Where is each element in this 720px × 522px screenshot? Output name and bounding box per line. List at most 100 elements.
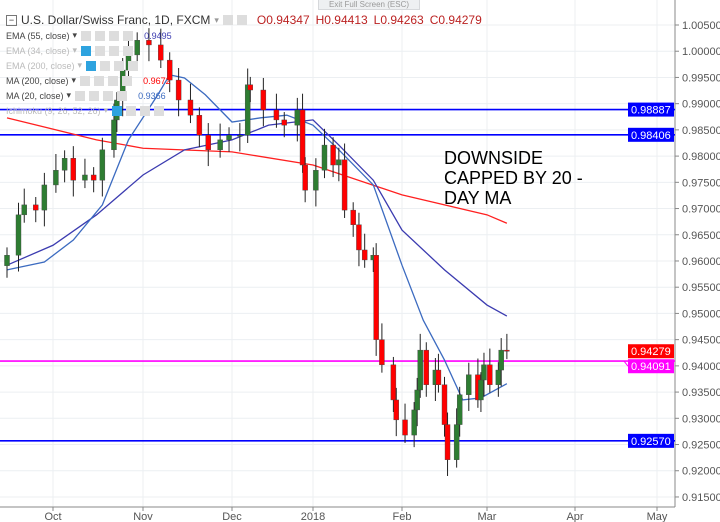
chevron-down-icon[interactable]: ▾ <box>77 60 83 70</box>
indicator-row[interactable]: MA (200, close) ▾ 0.9672 <box>6 73 488 88</box>
candle[interactable] <box>90 174 97 181</box>
indicator-label[interactable]: MA (200, close) <box>6 75 69 86</box>
candle[interactable] <box>393 399 399 421</box>
candle[interactable] <box>82 174 88 181</box>
plus-icon[interactable] <box>109 30 120 41</box>
candle[interactable] <box>504 349 510 352</box>
chevron-down-icon[interactable]: ▾ <box>214 14 219 25</box>
candle[interactable] <box>313 170 319 191</box>
gear-icon[interactable] <box>89 90 100 101</box>
indicator-row[interactable]: MA (20, close) ▾ 0.9366 <box>6 88 488 103</box>
candle[interactable] <box>61 157 68 171</box>
indicator-row[interactable]: EMA (34, close) ▾ <box>6 43 488 58</box>
plus-icon[interactable] <box>103 90 114 101</box>
candle[interactable] <box>453 424 460 460</box>
plus-icon[interactable] <box>109 45 120 56</box>
indicator-row[interactable]: EMA (55, close) ▾ 0.9495 <box>6 28 488 43</box>
candle[interactable] <box>487 364 493 385</box>
candle[interactable] <box>373 255 379 340</box>
candle[interactable] <box>166 59 173 81</box>
candle[interactable] <box>336 159 342 166</box>
chevron-down-icon[interactable]: ▾ <box>71 75 77 85</box>
candle[interactable] <box>226 134 232 141</box>
candle[interactable] <box>70 157 77 181</box>
candle[interactable] <box>361 249 368 261</box>
close-icon[interactable] <box>117 90 128 101</box>
candle[interactable] <box>99 149 106 181</box>
chevron-down-icon[interactable]: ▾ <box>66 90 72 100</box>
chevron-down-icon[interactable]: ▾ <box>103 105 109 115</box>
candle[interactable] <box>4 255 10 266</box>
candle[interactable] <box>33 204 39 211</box>
candle[interactable] <box>481 364 487 381</box>
candle[interactable] <box>456 394 463 425</box>
candle[interactable] <box>302 164 308 191</box>
candle[interactable] <box>15 214 22 256</box>
eye-icon[interactable] <box>86 60 97 71</box>
plus-icon[interactable] <box>140 105 151 116</box>
candle[interactable] <box>466 374 472 395</box>
plus-icon[interactable] <box>114 60 125 71</box>
chevron-down-icon[interactable]: ▾ <box>72 45 78 55</box>
candle[interactable] <box>417 349 423 391</box>
eye-icon[interactable] <box>222 15 233 25</box>
candle[interactable] <box>281 119 287 126</box>
close-icon[interactable] <box>128 60 139 71</box>
candle[interactable] <box>187 99 194 116</box>
close-icon[interactable] <box>122 75 133 86</box>
candle[interactable] <box>495 369 502 385</box>
eye-icon[interactable] <box>75 90 86 101</box>
candle[interactable] <box>423 349 429 385</box>
indicator-row[interactable]: Ichimoku (9, 26, 52, 26) ▾ <box>6 103 488 118</box>
candle[interactable] <box>237 134 243 137</box>
candle[interactable] <box>273 109 280 121</box>
gear-icon[interactable] <box>126 105 137 116</box>
candle[interactable] <box>111 119 117 151</box>
chevron-down-icon[interactable]: ▾ <box>72 30 78 40</box>
candle[interactable] <box>350 209 356 225</box>
gear-icon[interactable] <box>95 30 106 41</box>
candle[interactable] <box>53 170 59 186</box>
eye-icon[interactable] <box>80 75 91 86</box>
chart-annotation[interactable]: DOWNSIDE CAPPED BY 20 - DAY MA <box>444 148 583 208</box>
eye-icon[interactable] <box>81 30 92 41</box>
close-icon[interactable] <box>123 45 134 56</box>
candle[interactable] <box>402 419 408 436</box>
candle[interactable] <box>41 184 48 211</box>
candle[interactable] <box>158 44 164 61</box>
candle[interactable] <box>435 369 442 385</box>
candle[interactable] <box>205 134 211 151</box>
candle[interactable] <box>330 144 336 166</box>
candle[interactable] <box>379 339 385 366</box>
candle[interactable] <box>444 424 451 460</box>
indicator-label[interactable]: MA (20, close) <box>6 90 64 101</box>
exit-fullscreen-button[interactable]: Exit Full Screen (ESC) <box>318 0 420 10</box>
candle[interactable] <box>390 364 397 401</box>
candle[interactable] <box>414 389 420 411</box>
eye-icon[interactable] <box>81 45 92 56</box>
indicator-label[interactable]: EMA (55, close) <box>6 30 70 41</box>
candle[interactable] <box>294 109 301 126</box>
candle[interactable] <box>341 159 348 211</box>
plus-icon[interactable] <box>108 75 119 86</box>
candle[interactable] <box>175 79 182 101</box>
candle[interactable] <box>146 40 152 46</box>
candle[interactable] <box>411 409 417 436</box>
candle[interactable] <box>441 384 448 425</box>
indicator-label[interactable]: EMA (200, close) <box>6 60 75 71</box>
candle[interactable] <box>356 224 362 251</box>
close-icon[interactable] <box>123 30 134 41</box>
symbol-title[interactable]: U.S. Dollar/Swiss Franc, 1D, FXCM <box>21 13 211 27</box>
gear-icon[interactable] <box>94 75 105 86</box>
indicator-label[interactable]: EMA (34, close) <box>6 45 70 56</box>
gear-icon[interactable] <box>236 15 247 25</box>
candle[interactable] <box>321 144 328 171</box>
collapse-icon[interactable]: − <box>6 14 17 26</box>
candle[interactable] <box>260 89 267 111</box>
candle[interactable] <box>21 204 27 216</box>
candle[interactable] <box>299 109 306 166</box>
candle[interactable] <box>478 379 484 401</box>
candle[interactable] <box>498 349 504 371</box>
candle[interactable] <box>217 139 223 151</box>
